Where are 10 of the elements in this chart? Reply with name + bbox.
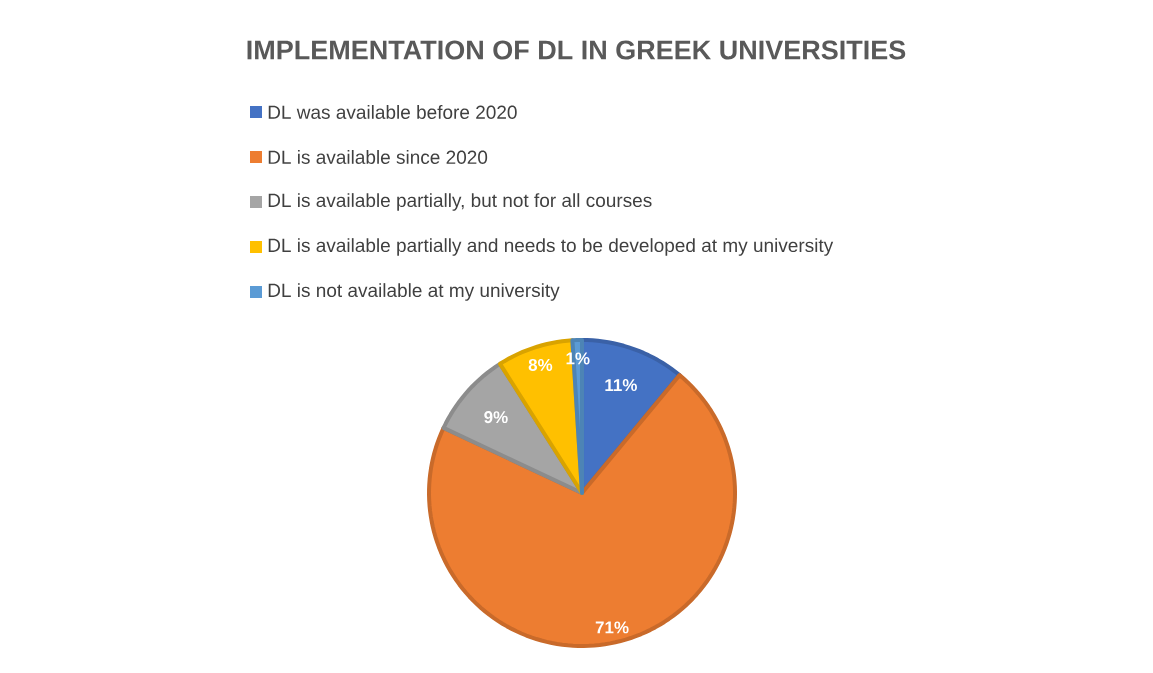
data-label: 11% [605,379,637,391]
chart-title: IMPLEMENTATION OF DL IN GREEK UNIVERSITIES [247,40,906,60]
data-label: 8% [528,358,553,371]
data-label: 9% [484,411,508,424]
legend-label: DL was available before 2020 [268,105,517,119]
legend-label: DL is not available at my university [268,283,560,301]
legend-label: DL is available partially, but not for all courses [268,193,652,211]
legend-label: DL is available since 2020 [268,150,488,164]
legend-label: DL is available partially and needs to be developed at my university [268,238,834,256]
data-label: 71% [595,621,629,634]
